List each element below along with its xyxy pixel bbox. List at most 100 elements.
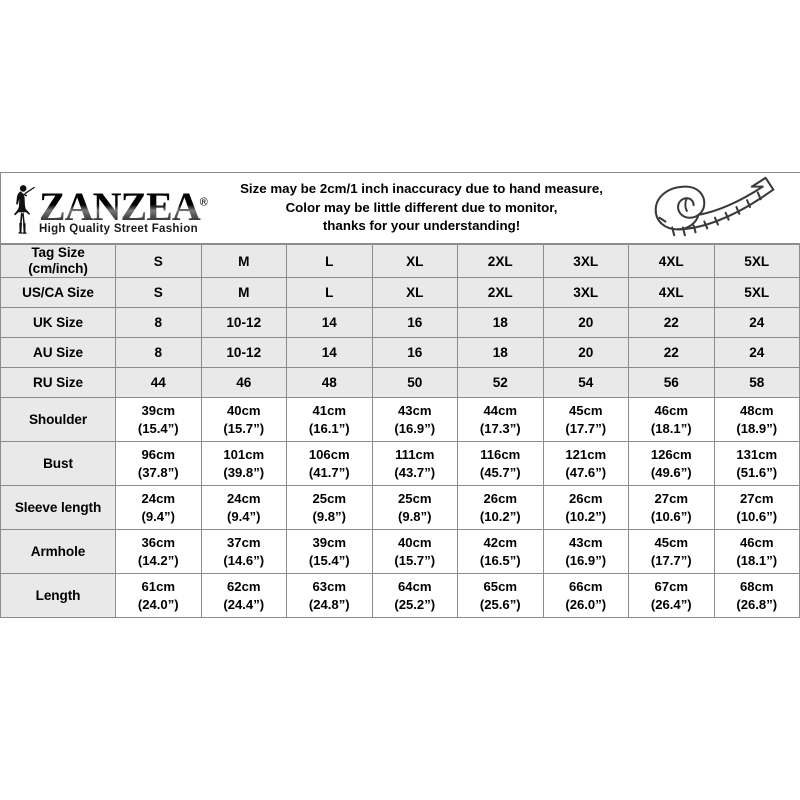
value-inch: (9.8”) [398,508,432,524]
cell-us-ca-m: M [201,278,286,308]
cell-ru-m: 46 [201,368,286,398]
value-inch: (16.5”) [479,552,521,568]
value-inch: (15.7”) [394,552,436,568]
cell-armhole-m: 37cm (14.6”) [201,530,286,574]
value-cm: 121cm [565,446,607,462]
brand-logo: ZANZEA® High Quality Street Fashion [1,173,213,243]
cell-us-ca-2xl: 2XL [458,278,543,308]
cell-length-2xl: 65cm (25.6”) [458,574,543,618]
value-cm: 45cm [654,534,689,550]
cell-tag-size-l: L [287,245,372,278]
cell-shoulder-l: 41cm (16.1”) [287,398,372,442]
cell-uk-4xl: 22 [629,308,714,338]
cell-tag-size-4xl: 4XL [629,245,714,278]
cell-au-l: 14 [287,338,372,368]
value-inch: (24.0”) [137,596,179,612]
value-cm: 40cm [398,534,432,550]
cell-tag-size-5xl: 5XL [714,245,799,278]
cell-armhole-2xl: 42cm (16.5”) [458,530,543,574]
value-inch: (9.4”) [227,508,261,524]
cell-armhole-3xl: 43cm (16.9”) [543,530,628,574]
cell-sleeve-length-4xl: 27cm (10.6”) [629,486,714,530]
cell-tag-size-s: S [116,245,201,278]
cell-bust-l: 106cm (41.7”) [287,442,372,486]
table-row-au-size: AU Size 8 10-12 14 16 18 20 22 24 [1,338,799,368]
size-table-body: Tag Size (cm/inch) S M L XL 2XL 3XL 4XL … [1,245,799,618]
value-inch: (15.7”) [223,420,265,436]
row-label-length: Length [1,574,115,618]
table-row-ru-size: RU Size 44 46 48 50 52 54 56 58 [1,368,799,398]
cell-au-4xl: 22 [629,338,714,368]
cell-length-xl: 64cm (25.2”) [372,574,457,618]
cell-au-m: 10-12 [201,338,286,368]
brand-tagline: High Quality Street Fashion [39,223,198,235]
value-cm: 111cm [395,446,435,462]
value-cm: 126cm [650,446,692,462]
row-label-ru-size: RU Size [1,368,115,398]
table-row-length: Length 61cm (24.0”) 62cm (24.4”) 63cm (24.8… [1,574,799,618]
value-cm: 131cm [736,446,778,462]
value-inch: (10.6”) [650,508,692,524]
table-row-bust: Bust 96cm (37.8”) 101cm (39.8”) 106cm (41.7… [1,442,799,486]
cell-shoulder-5xl: 48cm (18.9”) [714,398,799,442]
value-cm: 36cm [141,534,176,550]
value-cm: 63cm [312,578,347,594]
registered-mark: ® [199,196,208,209]
value-inch: (49.6”) [650,464,692,480]
value-inch: (10.2”) [479,508,521,524]
cell-ru-5xl: 58 [714,368,799,398]
table-row-shoulder: Shoulder 39cm (15.4”) 40cm (15.7”) 41cm (16… [1,398,799,442]
cell-armhole-4xl: 45cm (17.7”) [629,530,714,574]
value-inch: (16.9”) [565,552,607,568]
cell-length-4xl: 67cm (26.4”) [629,574,714,618]
cell-au-5xl: 24 [714,338,799,368]
row-label-us-ca-size: US/CA Size [1,278,115,308]
row-label-shoulder: Shoulder [1,398,115,442]
value-inch: (18.9”) [736,420,778,436]
value-cm: 37cm [227,534,261,550]
row-label-uk-size: UK Size [1,308,115,338]
table-row-uk-size: UK Size 8 10-12 14 16 18 20 22 24 [1,308,799,338]
woman-silhouette-icon [11,182,37,234]
value-cm: 26cm [569,490,603,506]
chart-banner: ZANZEA® High Quality Street Fashion Size… [0,172,800,244]
cell-sleeve-length-s: 24cm (9.4”) [116,486,201,530]
cell-us-ca-l: L [287,278,372,308]
cell-bust-2xl: 116cm (45.7”) [458,442,543,486]
cell-bust-xl: 111cm (43.7”) [372,442,457,486]
value-inch: (37.8”) [137,464,179,480]
value-inch: (25.2”) [394,596,436,612]
cell-sleeve-length-5xl: 27cm (10.6”) [714,486,799,530]
row-label-line-1: Tag Size [31,245,85,260]
cell-us-ca-5xl: 5XL [714,278,799,308]
value-inch: (39.8”) [223,464,265,480]
value-inch: (45.7”) [479,464,521,480]
value-cm: 24cm [141,490,176,506]
table-row-tag-size: Tag Size (cm/inch) S M L XL 2XL 3XL 4XL … [1,245,799,278]
cell-length-m: 62cm (24.4”) [201,574,286,618]
cell-tag-size-2xl: 2XL [458,245,543,278]
value-cm: 66cm [569,578,603,594]
value-inch: (24.8”) [308,596,350,612]
value-inch: (16.9”) [394,420,436,436]
value-inch: (18.1”) [650,420,692,436]
value-inch: (26.4”) [650,596,692,612]
value-inch: (10.6”) [736,508,778,524]
cell-armhole-l: 39cm (15.4”) [287,530,372,574]
value-cm: 42cm [483,534,518,550]
cell-sleeve-length-xl: 25cm (9.8”) [372,486,457,530]
value-cm: 101cm [223,446,265,462]
size-table: Tag Size (cm/inch) S M L XL 2XL 3XL 4XL … [0,244,800,619]
value-inch: (14.2”) [137,552,179,568]
value-cm: 46cm [654,402,689,418]
cell-us-ca-xl: XL [372,278,457,308]
value-cm: 25cm [398,490,432,506]
cell-ru-l: 48 [287,368,372,398]
value-inch: (26.0”) [565,596,607,612]
value-inch: (9.4”) [141,508,175,524]
value-cm: 48cm [740,402,774,418]
cell-ru-xl: 50 [372,368,457,398]
value-cm: 46cm [740,534,774,550]
cell-shoulder-2xl: 44cm (17.3”) [458,398,543,442]
value-cm: 44cm [483,402,518,418]
